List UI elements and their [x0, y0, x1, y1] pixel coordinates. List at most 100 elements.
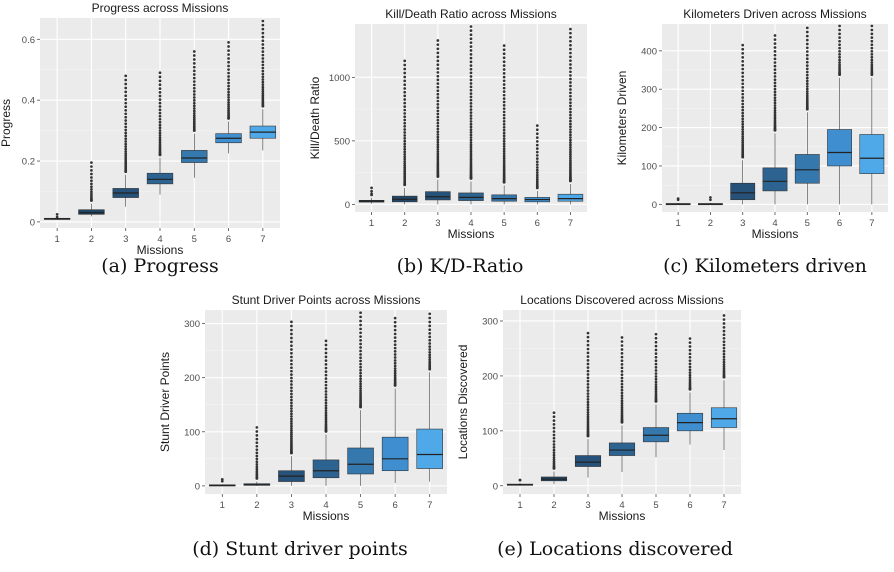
y-tick-label: 300: [184, 319, 200, 330]
outlier-point: [535, 136, 539, 139]
outlier-point: [722, 336, 726, 340]
outlier-point: [654, 340, 658, 344]
outlier-point: [192, 90, 196, 93]
outlier-point: [403, 162, 407, 165]
outlier-point: [255, 434, 259, 437]
outlier-point: [290, 355, 293, 359]
outlier-point: [290, 328, 293, 332]
outlier-point: [227, 57, 230, 60]
outlier-point: [393, 373, 397, 377]
outlier-point: [436, 150, 440, 154]
outlier-point: [741, 85, 745, 89]
y-tick-label: 300: [641, 85, 657, 96]
outlier-point: [741, 135, 745, 138]
outlier-point: [502, 119, 506, 123]
outlier-point: [469, 125, 473, 129]
outlier-point: [290, 424, 293, 428]
outlier-point: [261, 57, 265, 60]
outlier-point: [569, 156, 572, 160]
outlier-point: [688, 359, 692, 363]
outlier-point: [359, 368, 362, 372]
outlier-point: [403, 105, 407, 108]
chart-title: Locations Discovered across Missions: [520, 293, 723, 307]
y-tick-label: 400: [641, 46, 657, 57]
outlier-point: [290, 362, 293, 366]
outlier-point: [261, 78, 265, 81]
outlier-point: [838, 28, 841, 32]
outlier-point: [428, 362, 432, 366]
outlier-point: [773, 75, 777, 78]
outlier-point: [502, 154, 506, 158]
outlier-point: [192, 109, 196, 113]
outlier-point: [502, 79, 506, 83]
x-tick-label: 3: [289, 500, 294, 511]
outlier-point: [502, 145, 506, 148]
outlier-point: [393, 349, 397, 353]
outlier-point: [569, 59, 572, 63]
outlier-point: [324, 383, 328, 387]
box-iqr: [794, 154, 820, 184]
outlier-point: [255, 426, 259, 429]
outlier-point: [741, 75, 745, 78]
box-iqr: [347, 447, 374, 475]
outlier-point: [359, 335, 362, 338]
x-tick-label: 4: [772, 218, 777, 229]
outlier-point: [324, 401, 328, 405]
outlier-point: [502, 158, 506, 162]
outlier-point: [436, 143, 440, 147]
y-tick-label: 0: [195, 481, 200, 492]
outlier-point: [261, 43, 265, 46]
outlier-point: [870, 49, 874, 53]
outlier-point: [838, 65, 841, 69]
outlier-point: [324, 413, 328, 417]
outlier-point: [124, 82, 128, 86]
outlier-point: [722, 322, 726, 325]
outlier-point: [722, 343, 726, 347]
outlier-point: [469, 143, 473, 147]
outlier-point: [805, 38, 809, 42]
outlier-point: [124, 119, 128, 122]
outlier-point: [773, 108, 777, 112]
outlier-point: [403, 147, 407, 151]
outlier-point: [805, 50, 809, 53]
y-tick-label: 0.6: [22, 35, 35, 46]
outlier-point: [124, 158, 128, 162]
outlier-point: [158, 105, 162, 108]
outlier-point: [535, 128, 539, 132]
outlier-point: [428, 320, 432, 324]
outlier-point: [469, 133, 473, 137]
outlier-point: [324, 393, 328, 396]
outlier-point: [688, 365, 692, 369]
outlier-point: [436, 43, 440, 47]
outlier-point: [124, 142, 128, 146]
outlier-point: [586, 421, 590, 425]
box-iqr: [730, 182, 756, 201]
outlier-point: [324, 366, 328, 370]
outlier-point: [290, 386, 293, 390]
outlier-point: [773, 101, 777, 105]
outlier-point: [620, 394, 624, 398]
outlier-point: [90, 172, 93, 176]
outlier-point: [688, 345, 692, 348]
outlier-point: [469, 156, 473, 160]
outlier-point: [324, 417, 328, 421]
outlier-point: [552, 445, 556, 449]
x-tick-label: 1: [220, 500, 225, 511]
outlier-point: [393, 375, 397, 379]
outlier-point: [838, 39, 841, 43]
outlier-point: [709, 198, 712, 202]
x-tick-label: 7: [427, 500, 432, 511]
outlier-point: [403, 112, 407, 115]
outlier-point: [124, 105, 128, 109]
outlier-point: [124, 108, 128, 112]
outlier-point: [773, 106, 777, 110]
outlier-point: [805, 57, 809, 61]
y-tick-label: 200: [482, 371, 498, 382]
outlier-point: [502, 125, 506, 129]
outlier-point: [359, 342, 362, 346]
outlier-point: [773, 111, 777, 114]
outlier-point: [569, 35, 572, 39]
outlier-point: [261, 83, 265, 87]
outlier-point: [403, 168, 407, 171]
y-tick-label: 0.4: [22, 96, 35, 107]
